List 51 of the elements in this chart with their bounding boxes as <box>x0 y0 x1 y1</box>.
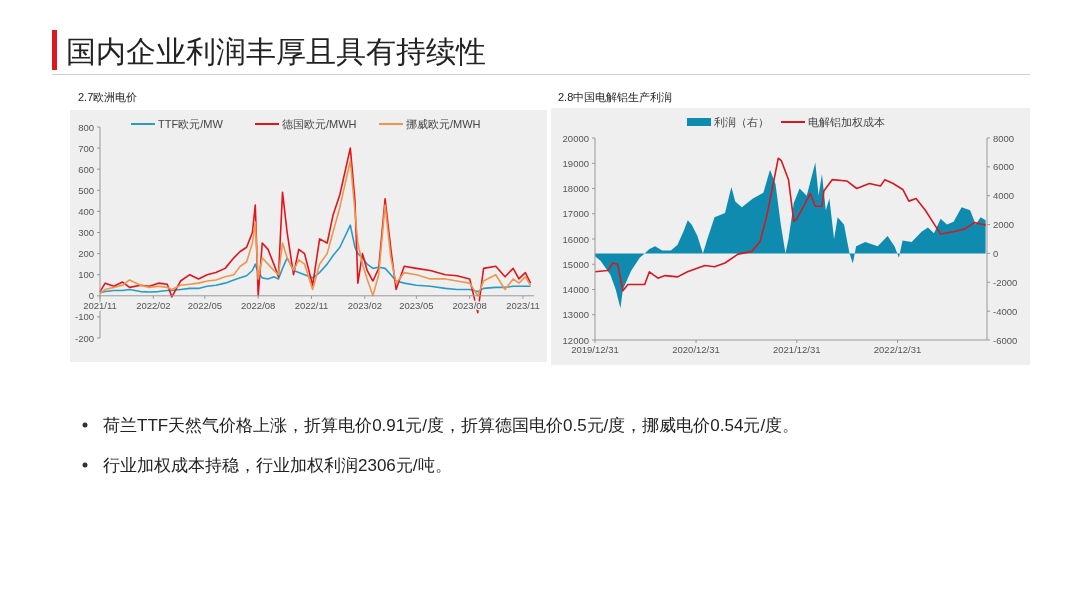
y2-tick-label: -4000 <box>993 305 1018 317</box>
y-tick-label: -200 <box>74 332 94 344</box>
y2-tick-label: 2000 <box>993 219 1015 231</box>
chart-title: 2.8中国电解铝生产利润 <box>558 91 673 103</box>
y-tick-label: 16000 <box>562 233 589 245</box>
chart-title: 2.7欧洲电价 <box>78 91 138 103</box>
y-tick-label: 15000 <box>562 258 589 270</box>
text: 国内企业利润丰厚且具有持续性 <box>66 35 486 68</box>
y-tick-label: 0 <box>88 290 94 302</box>
y-tick-label: 600 <box>78 163 94 175</box>
y2-tick-label: 0 <box>993 247 999 259</box>
y-tick-label: 12000 <box>562 334 589 346</box>
x-tick-label: 2023/11 <box>506 299 540 311</box>
y-tick-label: 400 <box>78 205 94 217</box>
y2-tick-label: -6000 <box>993 334 1018 346</box>
text: 荷兰TTF天然气价格上涨，折算电价0.91元/度，折算德国电价0.5元/度，挪威电价0.54元/度。 <box>103 416 800 435</box>
y-tick-label: 300 <box>78 227 94 238</box>
y2-tick-label: 8000 <box>993 132 1015 144</box>
x-tick-label: 2022/08 <box>241 299 276 311</box>
y-tick-label: 19000 <box>562 157 589 169</box>
legend-label: 挪威欧元/MWH <box>406 118 481 130</box>
x-tick-label: 2020/12/31 <box>672 344 720 355</box>
x-tick-label: 2021/12/31 <box>773 344 821 355</box>
y-tick-label: 500 <box>78 184 94 196</box>
y-tick-label: 100 <box>78 269 94 281</box>
legend-label: 利润（右） <box>714 116 769 128</box>
x-tick-label: 2022/02 <box>136 299 171 311</box>
legend-label: 电解铝加权成本 <box>808 116 885 128</box>
y-tick-label: -100 <box>74 311 94 323</box>
text: 行业加权成本持稳，行业加权利润2306元/吨。 <box>103 456 452 475</box>
x-tick-label: 2022/11 <box>294 299 329 311</box>
y-tick-label: 800 <box>78 121 94 133</box>
legend-label: 德国欧元/MWH <box>282 118 357 130</box>
y-tick-label: 14000 <box>562 284 589 295</box>
x-tick-label: 2021/11 <box>83 299 117 311</box>
y-tick-label: 20000 <box>562 132 589 144</box>
x-tick-label: 2022/12/31 <box>873 344 922 355</box>
line-series <box>99 159 532 297</box>
x-tick-label: 2019/12/31 <box>571 344 619 355</box>
y2-tick-label: 4000 <box>993 190 1015 202</box>
y-tick-label: 18000 <box>562 183 589 194</box>
y-tick-label: 700 <box>78 142 94 154</box>
y2-tick-label: 6000 <box>993 161 1015 173</box>
y-tick-label: 13000 <box>562 309 589 321</box>
x-tick-label: 2022/05 <box>187 299 223 311</box>
x-tick-label: 2023/02 <box>347 299 382 311</box>
y-tick-label: 17000 <box>562 208 589 220</box>
y-tick-label: 200 <box>78 248 94 260</box>
legend-label: TTF欧元/MW <box>158 118 224 130</box>
y2-tick-label: -2000 <box>993 276 1018 288</box>
x-tick-label: 2023/05 <box>399 299 434 311</box>
